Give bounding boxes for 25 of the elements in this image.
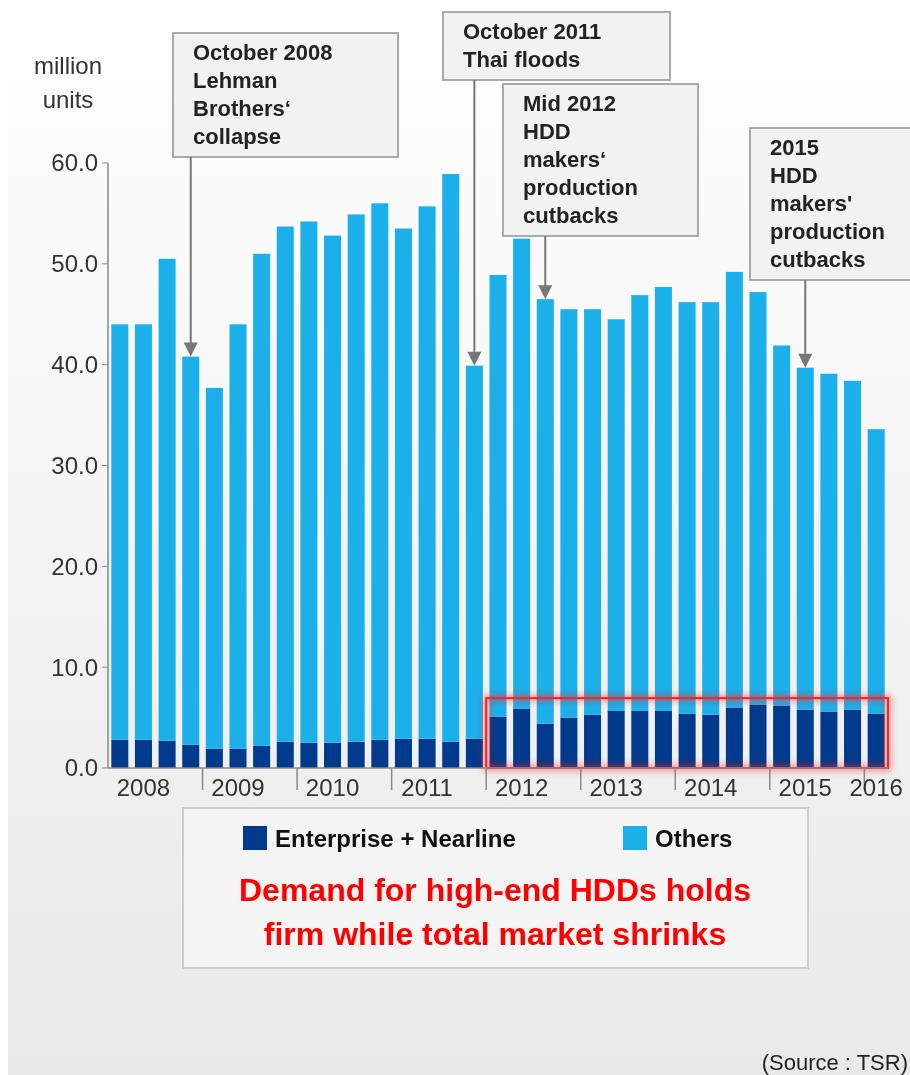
x-tick-label: 2013 bbox=[589, 774, 643, 801]
annotation: 2015 HDD makers' production cutbacks bbox=[770, 135, 885, 272]
annotation: Mid 2012 HDD makers‘ production cutbacks bbox=[523, 91, 638, 228]
text: Demand for high-end HDDs holds firm while total market shrinks bbox=[239, 872, 751, 952]
text: (Source : TSR) bbox=[761, 1050, 908, 1075]
x-tick-label: 2011 bbox=[401, 774, 453, 801]
text: October 2008 Lehman Brothers‘ collapse bbox=[193, 40, 333, 149]
y-tick-label: 0.0 bbox=[64, 754, 98, 782]
y-tick-label: 50.0 bbox=[51, 250, 98, 278]
text: October 2011 Thai floods bbox=[463, 19, 602, 72]
y-tick-label: 20.0 bbox=[51, 552, 98, 580]
x-tick-label: 2014 bbox=[684, 774, 738, 801]
legend-label: Enterprise + Nearline bbox=[275, 825, 516, 852]
legend-label: Others bbox=[655, 825, 733, 852]
x-tick-label: 2008 bbox=[116, 774, 171, 801]
y-axis-title: million units bbox=[33, 52, 103, 113]
x-tick-label: 2016 bbox=[849, 774, 903, 801]
y-tick-label: 30.0 bbox=[51, 451, 98, 479]
y-tick-label: 40.0 bbox=[51, 351, 98, 379]
y-tick-label: 10.0 bbox=[51, 653, 98, 681]
y-tick-label: 60.0 bbox=[51, 149, 98, 177]
x-tick-label: 2015 bbox=[778, 774, 832, 801]
x-tick-label: 2010 bbox=[305, 774, 360, 801]
x-tick-label: 2009 bbox=[211, 774, 265, 801]
x-tick-label: 2012 bbox=[494, 774, 549, 801]
